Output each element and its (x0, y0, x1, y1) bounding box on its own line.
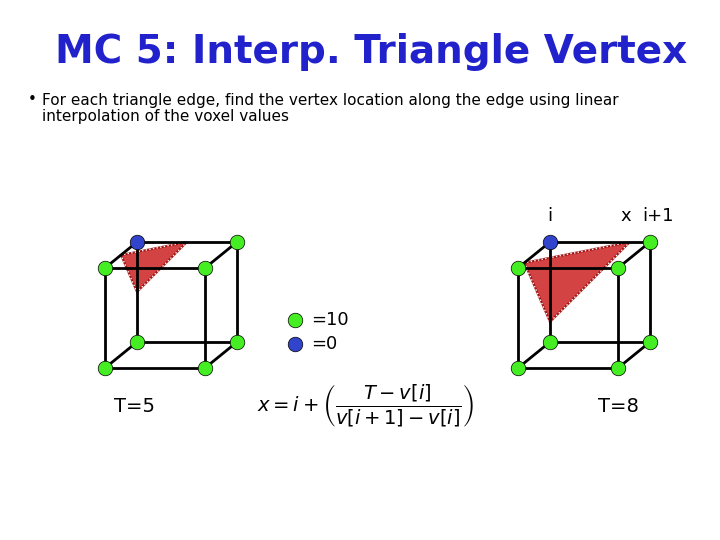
Point (99, 264, 111, 272)
Polygon shape (524, 242, 630, 322)
Point (644, 238, 656, 246)
Text: i+1: i+1 (642, 207, 674, 225)
Text: T=8: T=8 (598, 396, 639, 415)
Point (289, 340, 301, 348)
Text: •: • (28, 92, 37, 107)
Text: For each triangle edge, find the vertex location along the edge using linear: For each triangle edge, find the vertex … (42, 92, 618, 107)
Text: T=5: T=5 (114, 396, 156, 415)
Point (612, 264, 624, 272)
Point (199, 264, 211, 272)
Point (544, 238, 556, 246)
Text: $x = i + \left(\dfrac{T - v[i]}{v[i+1] - v[i]}\right)$: $x = i + \left(\dfrac{T - v[i]}{v[i+1] -… (256, 383, 473, 429)
Point (512, 264, 523, 272)
Polygon shape (121, 242, 187, 292)
Point (512, 363, 523, 372)
Point (644, 338, 656, 346)
Point (289, 316, 301, 325)
Point (199, 363, 211, 372)
Text: i: i (547, 207, 552, 225)
Point (612, 363, 624, 372)
Point (544, 338, 556, 346)
Point (231, 338, 243, 346)
Text: MC 5: Interp. Triangle Vertex: MC 5: Interp. Triangle Vertex (55, 33, 688, 71)
Point (231, 238, 243, 246)
Text: interpolation of the voxel values: interpolation of the voxel values (42, 110, 289, 125)
Text: =10: =10 (311, 311, 348, 329)
Point (99, 363, 111, 372)
Text: =0: =0 (311, 335, 337, 353)
Point (131, 238, 143, 246)
Point (131, 338, 143, 346)
Text: x: x (621, 207, 631, 225)
